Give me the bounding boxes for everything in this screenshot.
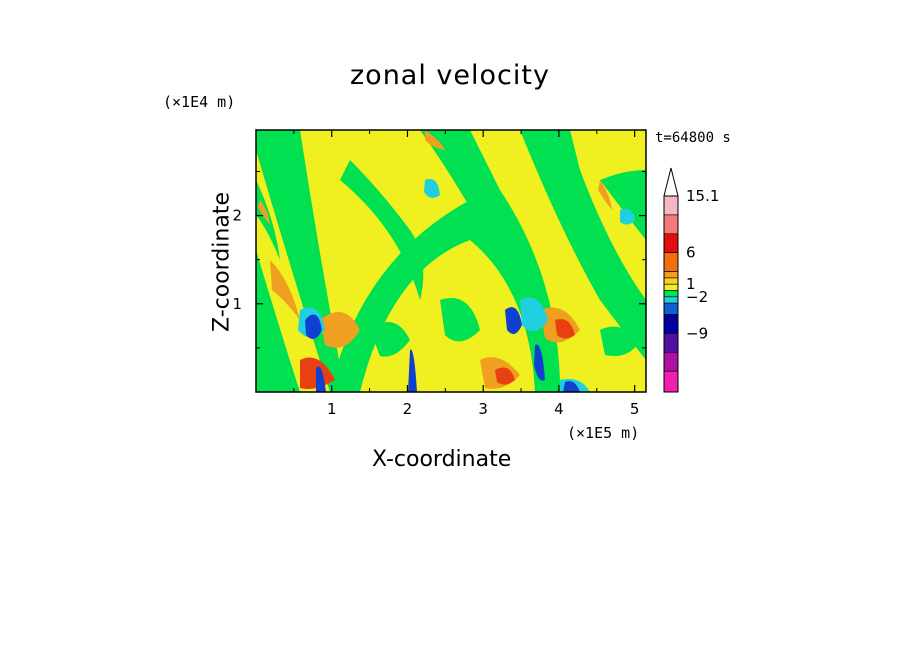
- chart-title: zonal velocity: [350, 60, 550, 91]
- contour-field: [256, 130, 646, 392]
- contour-region-31: [563, 381, 580, 392]
- plot-frame: [255, 129, 647, 393]
- contour-region-8: [370, 322, 410, 357]
- contour-region-12: [320, 312, 360, 348]
- contour-region-15: [555, 319, 575, 339]
- x-axis-label: X-coordinate: [372, 447, 512, 472]
- contour-region-27: [505, 307, 522, 334]
- x-axis-unit: (×1E5 m): [567, 424, 640, 442]
- colorbar-band-5: [663, 277, 679, 285]
- colorbar-band-8: [663, 296, 679, 304]
- contour-region-24: [620, 208, 635, 225]
- contour-region-29: [408, 349, 417, 392]
- contour-region-17: [495, 367, 515, 385]
- contour-region-6: [600, 170, 646, 240]
- contour-region-3: [420, 130, 560, 392]
- colorbar-band-10: [663, 314, 679, 334]
- colorbar-frame: [663, 195, 679, 393]
- contour-region-26: [305, 314, 322, 339]
- y-tick-label-1: 2: [232, 207, 242, 225]
- colorbar-band-4: [663, 271, 679, 279]
- contour-region-23: [520, 297, 548, 332]
- x-tick-label-4: 5: [630, 400, 640, 418]
- contour-region-19: [425, 130, 445, 150]
- x-axis: 1 2 3 4 5: [293, 130, 640, 418]
- colorbar-band-0: [663, 195, 679, 216]
- colorbar-label-4: −9: [686, 324, 708, 342]
- colorbar-band-2: [663, 233, 679, 254]
- contour-region-21: [424, 179, 440, 198]
- contour-region-11: [270, 260, 300, 320]
- x-tick-label-3: 4: [554, 400, 564, 418]
- contour-region-18: [598, 180, 612, 210]
- colorbar-label-3: −2: [686, 288, 708, 306]
- colorbar-band-12: [663, 351, 679, 372]
- contour-region-5: [340, 160, 424, 300]
- colorbar-band-3: [663, 252, 679, 272]
- x-tick-label-1: 2: [403, 400, 413, 418]
- contour-region-20: [258, 200, 270, 225]
- contour-region-10: [600, 326, 640, 356]
- colorbar-band-6: [663, 283, 679, 291]
- y-tick-label-0: 1: [232, 295, 242, 313]
- x-tick-label-2: 3: [478, 400, 488, 418]
- colorbar-extend-triangle: [663, 167, 679, 197]
- contour-region-28: [316, 366, 326, 392]
- colorbar-label-0: 15.1: [686, 187, 719, 205]
- colorbar-band-9: [663, 302, 679, 315]
- contour-region-1: [256, 250, 300, 392]
- colorbar-label-2: 1: [686, 275, 696, 293]
- colorbar-label-1: 6: [686, 244, 696, 262]
- colorbar-band-11: [663, 333, 679, 353]
- contour-region-30: [534, 344, 545, 381]
- colorbar-band-7: [663, 290, 679, 298]
- x-tick-label-0: 1: [327, 400, 337, 418]
- y-axis-unit: (×1E4 m): [163, 93, 236, 111]
- time-label: t=64800 s: [655, 130, 731, 146]
- colorbar: 15.1 6 1−2 −9: [663, 167, 719, 393]
- contour-region-4: [520, 130, 646, 360]
- colorbar-band-1: [663, 214, 679, 235]
- contour-region-9: [440, 298, 480, 342]
- colorbar-band-13: [663, 370, 679, 393]
- y-axis: 12: [232, 170, 646, 349]
